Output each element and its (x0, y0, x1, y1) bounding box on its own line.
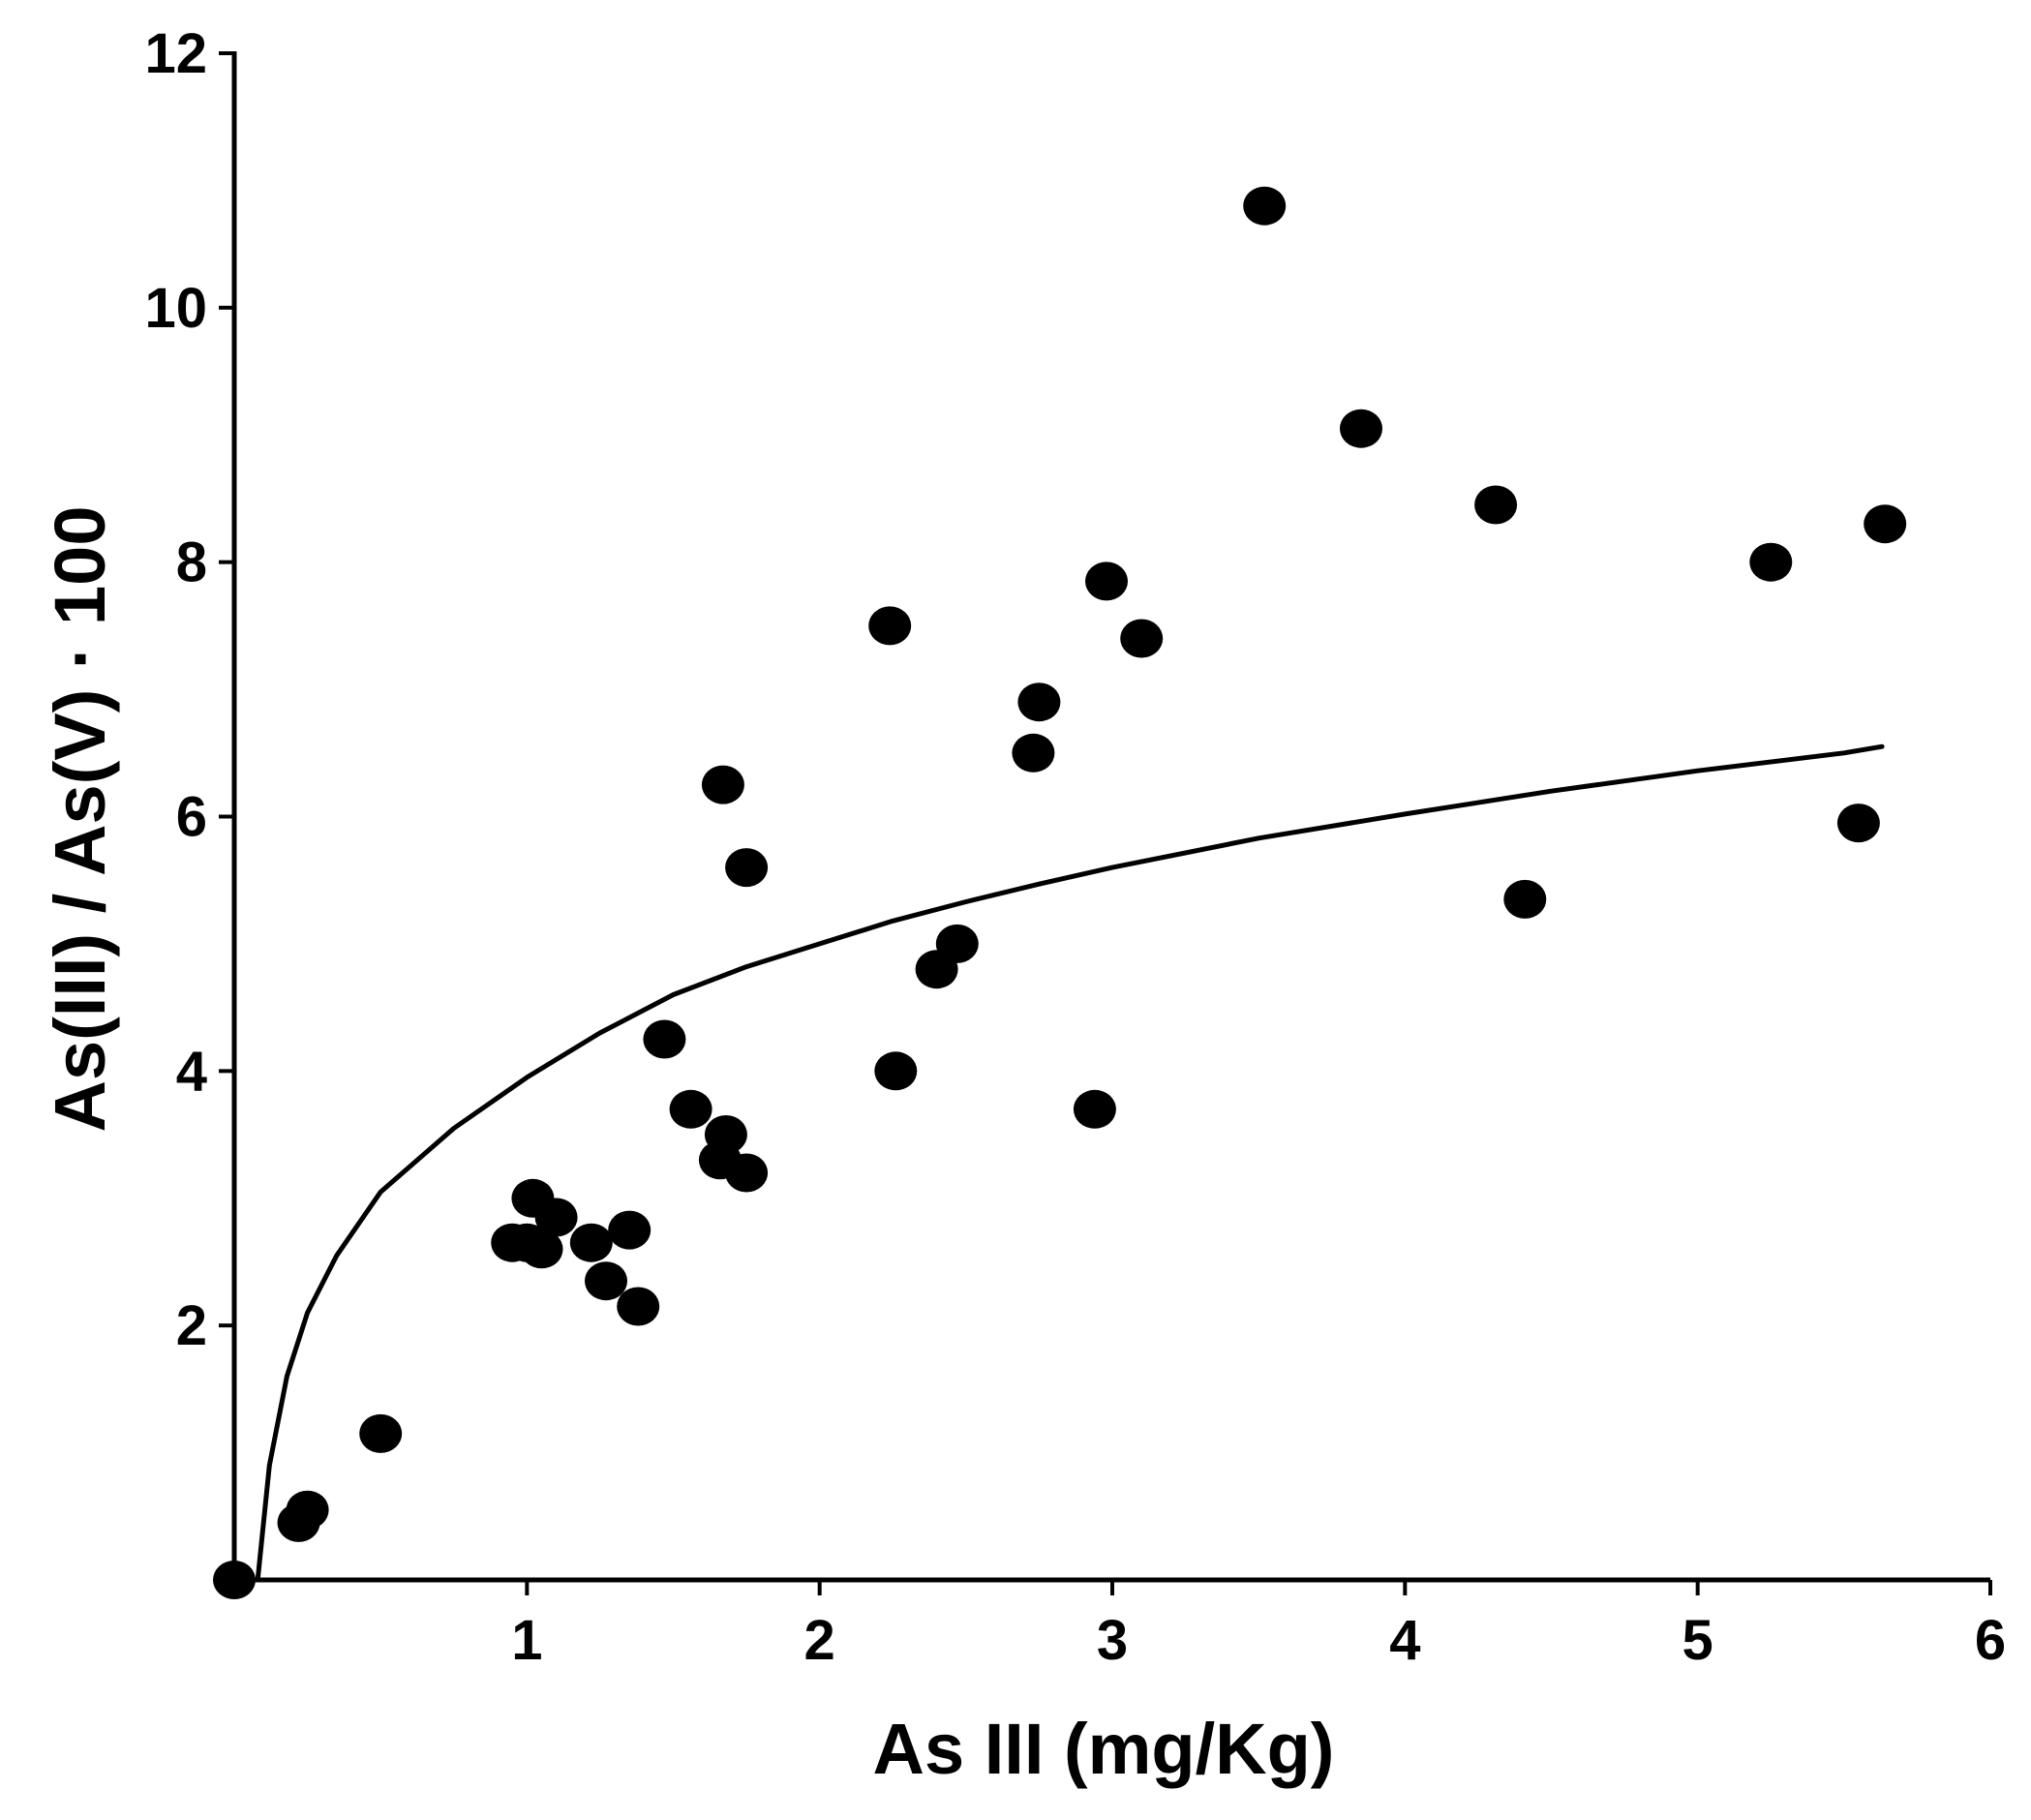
y-tick-label: 8 (176, 531, 207, 594)
data-point (1749, 542, 1793, 582)
x-tick-label: 6 (1975, 1609, 2006, 1672)
data-point (704, 1115, 747, 1154)
x-tick-label: 3 (1097, 1609, 1128, 1672)
x-tick-label: 4 (1389, 1609, 1420, 1672)
data-point (534, 1198, 578, 1237)
data-point (1503, 879, 1547, 919)
data-point (1836, 804, 1880, 843)
data-point (643, 1019, 686, 1059)
data-point (868, 606, 912, 646)
data-point (725, 848, 769, 888)
x-tick-label: 2 (804, 1609, 835, 1672)
data-point (1012, 733, 1055, 773)
data-point (1864, 504, 1907, 544)
data-point (608, 1210, 652, 1250)
data-point (701, 765, 744, 804)
data-points-layer (213, 186, 1907, 1599)
data-point (1474, 485, 1518, 525)
data-point (359, 1413, 403, 1453)
y-tick-label: 2 (176, 1294, 207, 1357)
y-tick-label: 12 (144, 22, 207, 85)
data-point (1120, 619, 1164, 658)
data-point (1017, 682, 1061, 722)
fit-curve-layer (255, 743, 1885, 1583)
data-point (1243, 186, 1287, 226)
data-point (520, 1229, 563, 1269)
data-point (1085, 561, 1128, 601)
x-tick-label: 5 (1682, 1609, 1713, 1672)
y-axis-title: As(III) / As(V) · 100 (40, 506, 120, 1133)
data-point (585, 1261, 627, 1301)
labels-layer: As III (mg/Kg) As(III) / As(V) · 100 (40, 506, 1334, 1789)
y-tick-label: 6 (176, 786, 207, 849)
data-point (286, 1490, 329, 1530)
data-point (725, 1153, 769, 1193)
data-point (569, 1223, 613, 1262)
data-point (617, 1287, 660, 1326)
data-point (874, 1051, 918, 1091)
data-point (1340, 409, 1382, 448)
data-point (669, 1089, 712, 1129)
fit-curve-line (255, 743, 1885, 1583)
x-tick-label: 1 (511, 1609, 542, 1672)
x-axis-title: As III (mg/Kg) (873, 1709, 1335, 1789)
y-tick-label: 10 (144, 277, 207, 340)
y-tick-label: 4 (176, 1040, 207, 1103)
data-point (935, 924, 979, 963)
data-point (1073, 1089, 1116, 1129)
